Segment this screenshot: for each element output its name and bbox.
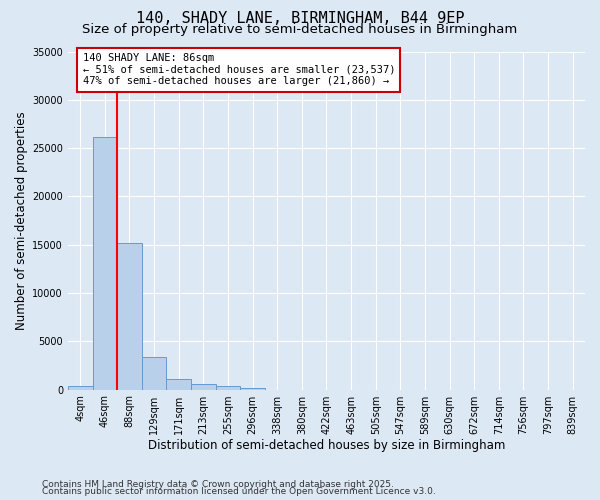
X-axis label: Distribution of semi-detached houses by size in Birmingham: Distribution of semi-detached houses by … bbox=[148, 440, 505, 452]
Text: 140, SHADY LANE, BIRMINGHAM, B44 9EP: 140, SHADY LANE, BIRMINGHAM, B44 9EP bbox=[136, 11, 464, 26]
Bar bbox=[92, 138, 117, 390]
Bar bbox=[191, 384, 215, 390]
Bar bbox=[240, 388, 265, 390]
Text: Contains HM Land Registry data © Crown copyright and database right 2025.: Contains HM Land Registry data © Crown c… bbox=[42, 480, 394, 489]
Bar bbox=[117, 243, 142, 390]
Bar bbox=[142, 357, 166, 390]
Text: 140 SHADY LANE: 86sqm
← 51% of semi-detached houses are smaller (23,537)
47% of : 140 SHADY LANE: 86sqm ← 51% of semi-deta… bbox=[83, 53, 395, 86]
Text: Contains public sector information licensed under the Open Government Licence v3: Contains public sector information licen… bbox=[42, 487, 436, 496]
Bar bbox=[68, 386, 92, 390]
Bar bbox=[166, 379, 191, 390]
Bar bbox=[215, 386, 240, 390]
Text: Size of property relative to semi-detached houses in Birmingham: Size of property relative to semi-detach… bbox=[82, 22, 518, 36]
Y-axis label: Number of semi-detached properties: Number of semi-detached properties bbox=[15, 111, 28, 330]
